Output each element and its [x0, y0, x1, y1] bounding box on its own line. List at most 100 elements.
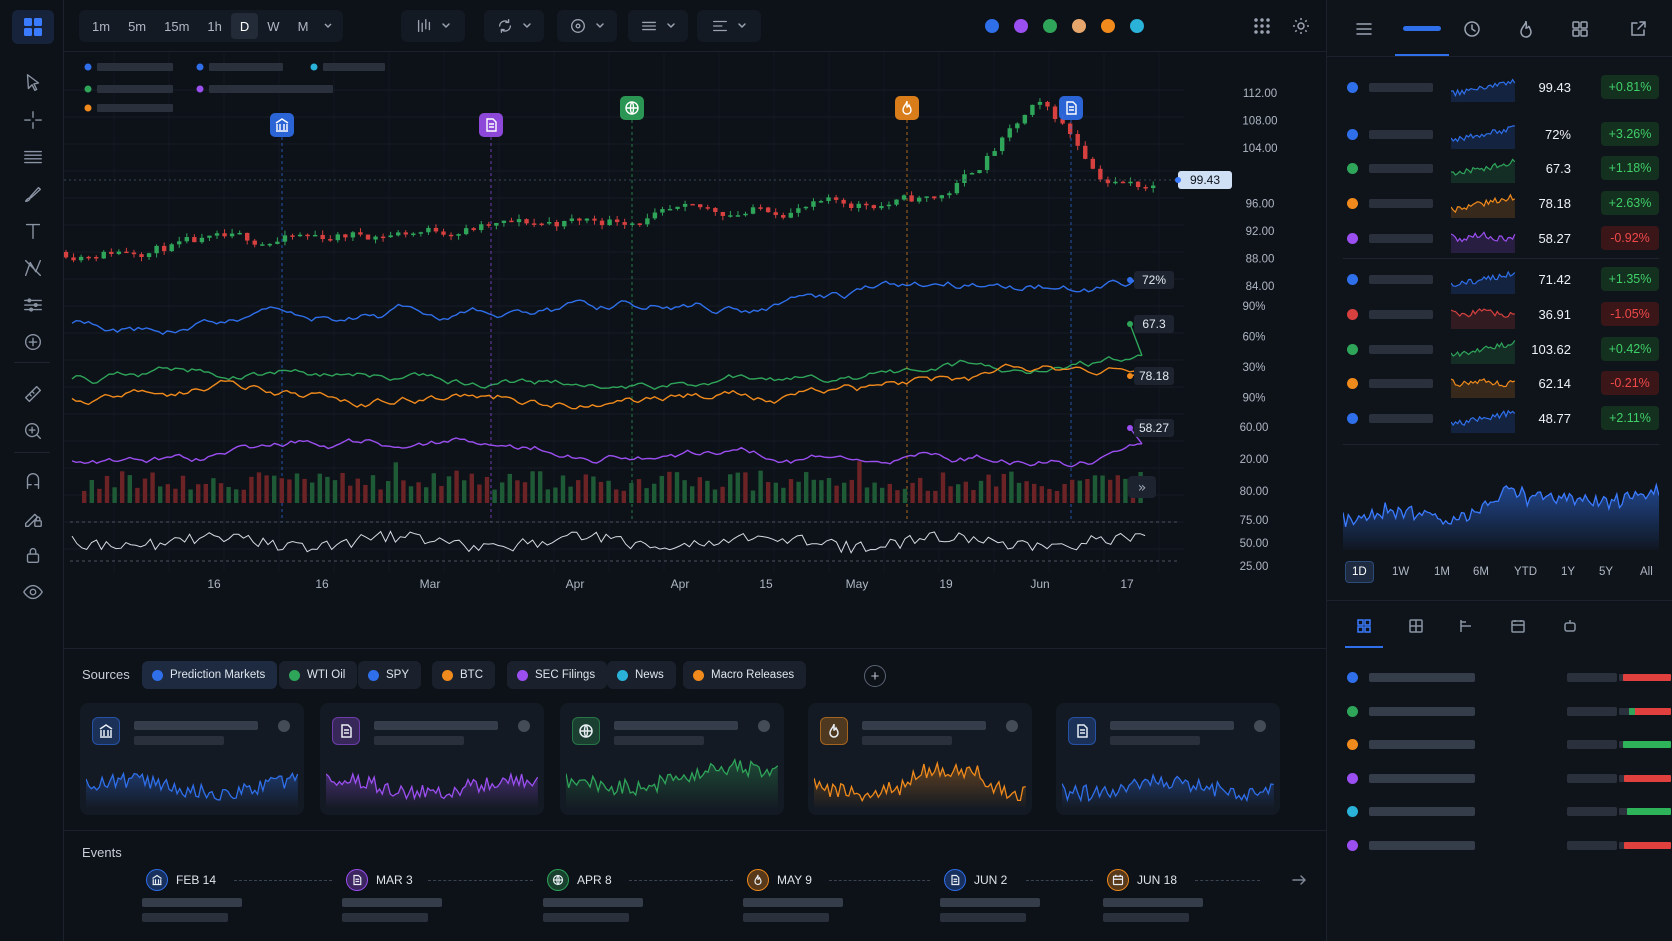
compare-button[interactable] [484, 10, 544, 42]
lock-icon[interactable] [18, 540, 48, 570]
series-color-dot[interactable] [1101, 19, 1115, 33]
dashboard-grid-icon[interactable] [1565, 14, 1595, 44]
series-color-dot[interactable] [985, 19, 999, 33]
magnet-icon[interactable] [18, 466, 48, 496]
tab-layout[interactable] [1399, 612, 1433, 640]
timeframe-1m[interactable]: 1m [92, 18, 111, 34]
series-color-dot[interactable] [1043, 19, 1057, 33]
event-item[interactable]: APR 8 [547, 869, 612, 891]
watchlist-row[interactable]: 67.3 +1.18% [1343, 153, 1659, 183]
clock-icon[interactable] [1457, 14, 1487, 44]
range-all[interactable]: All [1640, 566, 1653, 578]
breakdown-row[interactable] [1347, 705, 1671, 719]
timeframe-d[interactable]: D [230, 13, 259, 39]
watchlist-row[interactable]: 103.62 +0.42% [1343, 334, 1659, 364]
source-chip-wti-oil[interactable]: WTI Oil [279, 661, 358, 689]
watchlist-row[interactable]: 58.27 -0.92% [1343, 223, 1659, 253]
series-color-dot[interactable] [1130, 19, 1144, 33]
bank-event-marker[interactable] [270, 113, 294, 137]
source-card[interactable] [560, 703, 784, 815]
breakdown-row[interactable] [1347, 772, 1671, 786]
tab-overview[interactable] [1347, 612, 1381, 640]
breakdown-row[interactable] [1347, 805, 1671, 819]
brush-icon[interactable] [18, 179, 48, 209]
fire-event-marker[interactable] [895, 96, 919, 120]
event-item[interactable]: JUN 18 [1107, 869, 1177, 891]
event-item[interactable]: MAY 9 [747, 869, 812, 891]
chart-type-button[interactable] [401, 10, 465, 42]
popout-icon[interactable] [1623, 14, 1653, 44]
main-chart[interactable]: 72% 67.3 78.18 58.27 99.43 112.00 108.00 104.00… [64, 52, 1326, 645]
source-chip-news[interactable]: News [607, 661, 676, 689]
range-5y[interactable]: 5Y [1599, 566, 1614, 578]
ruler-icon[interactable] [18, 379, 48, 409]
settings-gear-icon[interactable] [1289, 14, 1313, 38]
range-1d[interactable]: 1D [1345, 561, 1374, 583]
event-item[interactable]: JUN 2 [944, 869, 1007, 891]
series-color-dot[interactable] [1072, 19, 1086, 33]
document-event-marker[interactable] [1059, 96, 1083, 120]
source-chip-btc[interactable]: BTC [432, 661, 495, 689]
event-item[interactable]: FEB 14 [146, 869, 216, 891]
breakdown-row[interactable] [1347, 671, 1671, 685]
range-1m[interactable]: 1M [1434, 566, 1450, 578]
layout-button[interactable] [628, 10, 688, 42]
globe-event-marker[interactable] [620, 96, 644, 120]
scroll-right-button[interactable]: » [1128, 476, 1156, 498]
add-source-button[interactable]: + [864, 665, 886, 687]
menu-icon[interactable] [1349, 14, 1379, 44]
timeframe-more-button[interactable] [317, 13, 339, 39]
active-tab-indicator[interactable] [1403, 26, 1441, 31]
source-card[interactable] [1056, 703, 1280, 815]
pattern-icon[interactable] [18, 253, 48, 283]
source-chip-macro-releases[interactable]: Macro Releases [683, 661, 807, 689]
text-tool-icon[interactable] [18, 216, 48, 246]
watchlist-row[interactable]: 48.77 +2.11% [1343, 403, 1659, 433]
range-ytd[interactable]: YTD [1514, 566, 1537, 578]
fire-icon[interactable] [1511, 14, 1541, 44]
source-chip-prediction-markets[interactable]: Prediction Markets [142, 661, 278, 689]
document-event-marker[interactable] [479, 113, 503, 137]
zoom-in-icon[interactable] [18, 416, 48, 446]
app-logo-icon[interactable] [12, 10, 54, 44]
event-markers[interactable] [270, 96, 1083, 522]
breakdown-row[interactable] [1347, 839, 1671, 853]
timeframe-w[interactable]: W [267, 18, 280, 34]
timeframe-m[interactable]: M [297, 18, 309, 34]
eye-icon[interactable] [18, 577, 48, 607]
cursor-icon[interactable] [18, 68, 48, 98]
add-circle-icon[interactable] [18, 327, 48, 357]
source-card[interactable] [80, 703, 304, 815]
watchlist-row[interactable]: 78.18 +2.63% [1343, 188, 1659, 218]
watchlist-row[interactable]: 36.91 -1.05% [1343, 299, 1659, 329]
timeframe-5m[interactable]: 5m [128, 18, 147, 34]
measure-lines-icon[interactable] [18, 290, 48, 320]
event-item[interactable]: MAR 3 [346, 869, 413, 891]
range-1w[interactable]: 1W [1392, 566, 1410, 578]
series-color-dot[interactable] [1014, 19, 1028, 33]
watchlist-row[interactable]: 72% +3.26% [1343, 119, 1659, 149]
crosshair-icon[interactable] [18, 105, 48, 135]
range-6m[interactable]: 6M [1473, 566, 1489, 578]
source-chip-spy[interactable]: SPY [358, 661, 422, 689]
arrow-right-icon[interactable] [1288, 869, 1310, 891]
apps-grid-icon[interactable] [1250, 14, 1274, 38]
source-card[interactable] [808, 703, 1032, 815]
horizontal-lines-icon[interactable] [18, 142, 48, 172]
source-card[interactable] [320, 703, 544, 815]
tab-timeline[interactable] [1449, 612, 1483, 640]
source-chip-sec-filings[interactable]: SEC Filings [507, 661, 608, 689]
alignment-button[interactable] [697, 10, 761, 42]
indicators-button[interactable] [557, 10, 617, 42]
chart-canvas[interactable]: 72% 67.3 78.18 58.27 99.43 112.00 108.00 104.00… [64, 52, 1326, 645]
watchlist-row[interactable]: 62.14 -0.21% [1343, 368, 1659, 398]
lock-pencil-icon[interactable] [18, 503, 48, 533]
timeframe-15m[interactable]: 15m [164, 18, 190, 34]
watchlist-row[interactable]: 99.43 +0.81% [1343, 72, 1659, 102]
tab-calendar[interactable] [1501, 612, 1535, 640]
range-1y[interactable]: 1Y [1561, 566, 1576, 578]
tab-bot[interactable] [1553, 612, 1587, 640]
timeframe-1h[interactable]: 1h [207, 18, 222, 34]
breakdown-row[interactable] [1347, 738, 1671, 752]
watchlist-row[interactable]: 71.42 +1.35% [1343, 264, 1659, 294]
